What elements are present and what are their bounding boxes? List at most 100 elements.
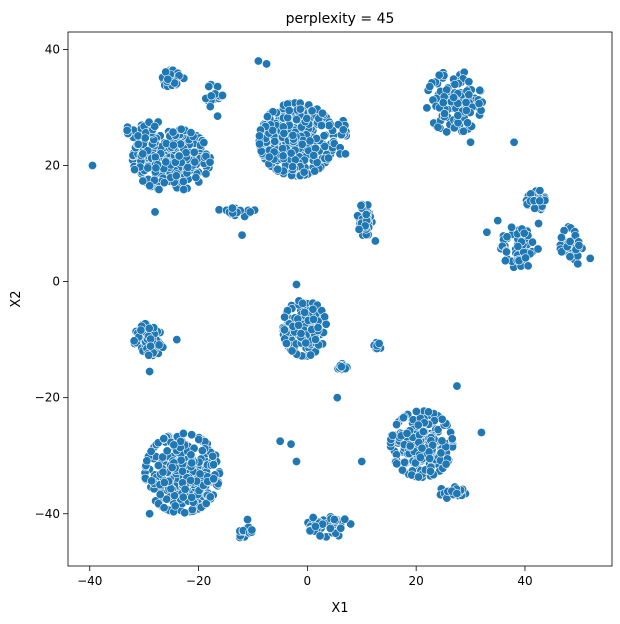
data-point [191,172,201,182]
x-tick-label: −40 [77,574,102,588]
data-point [423,407,433,417]
data-point [145,367,155,377]
data-point [183,162,193,172]
data-point [133,139,143,149]
y-tick-label: 0 [52,275,60,289]
data-point [209,460,219,470]
data-point [256,146,266,156]
data-point [453,111,463,121]
data-point [535,196,545,206]
data-point [180,484,190,494]
data-point [186,450,196,460]
chart-title: perplexity = 45 [286,11,395,27]
data-point [422,103,432,113]
data-point [159,503,169,513]
data-point [158,467,168,477]
data-point [521,253,531,263]
data-point [573,259,583,269]
data-point [437,414,447,424]
data-point [482,227,492,237]
data-point [296,329,306,339]
data-point [273,164,283,174]
x-tick-label: 0 [304,574,312,588]
data-point [441,459,451,469]
data-point [447,434,457,444]
data-point [452,489,462,499]
data-point [357,457,367,467]
data-point [411,406,421,416]
data-point [280,312,290,322]
data-point [206,91,216,101]
data-point [268,125,278,135]
data-point [307,106,317,116]
data-point [138,149,148,159]
data-point [168,127,178,137]
y-axis: −40 −20 0 20 40 [35,42,68,521]
data-point [217,90,227,100]
data-point [565,252,575,262]
data-point [197,446,207,456]
data-point [459,126,469,136]
data-point [145,181,155,191]
data-point [166,484,176,494]
data-point [187,492,197,502]
data-point [507,222,517,232]
data-point [329,514,339,524]
data-point [425,466,435,476]
data-point [136,325,146,335]
data-point [332,393,342,403]
data-point [275,436,285,446]
data-point [374,338,384,348]
data-point [205,102,215,112]
data-point [174,151,184,161]
data-point [340,149,350,159]
data-point [354,224,364,234]
data-point [142,456,152,466]
data-point [337,362,347,372]
data-point [425,82,435,92]
data-point [245,207,255,217]
data-point [167,463,177,473]
data-point [201,499,211,509]
data-point [270,136,280,146]
data-point [300,307,310,317]
x-tick-label: −20 [186,574,211,588]
data-point [247,525,257,535]
data-point [144,350,154,360]
data-point [340,514,350,524]
data-point [476,427,486,437]
data-point [502,232,512,242]
data-point [464,90,474,100]
data-point [122,125,132,135]
data-point [204,81,214,91]
data-point [264,152,274,162]
data-point [308,304,318,314]
data-point [557,247,567,257]
data-point [159,434,169,444]
data-point [153,461,163,471]
points-layer [87,56,595,542]
data-point [295,104,305,114]
data-point [308,513,318,523]
data-point [436,448,446,458]
data-point [205,492,215,502]
data-point [178,428,188,438]
data-point [146,446,156,456]
y-tick-label: −40 [35,507,60,521]
data-point [291,457,301,467]
data-point [150,207,160,217]
data-point [159,477,169,487]
data-point [286,439,296,449]
data-point [346,519,356,529]
data-point [530,203,540,213]
data-point [415,452,425,462]
data-point [400,457,410,467]
data-point [262,112,272,122]
data-point [279,128,289,138]
data-point [176,124,186,134]
data-point [523,261,533,271]
data-point [172,335,182,345]
data-point [433,425,443,435]
data-point [283,113,293,123]
